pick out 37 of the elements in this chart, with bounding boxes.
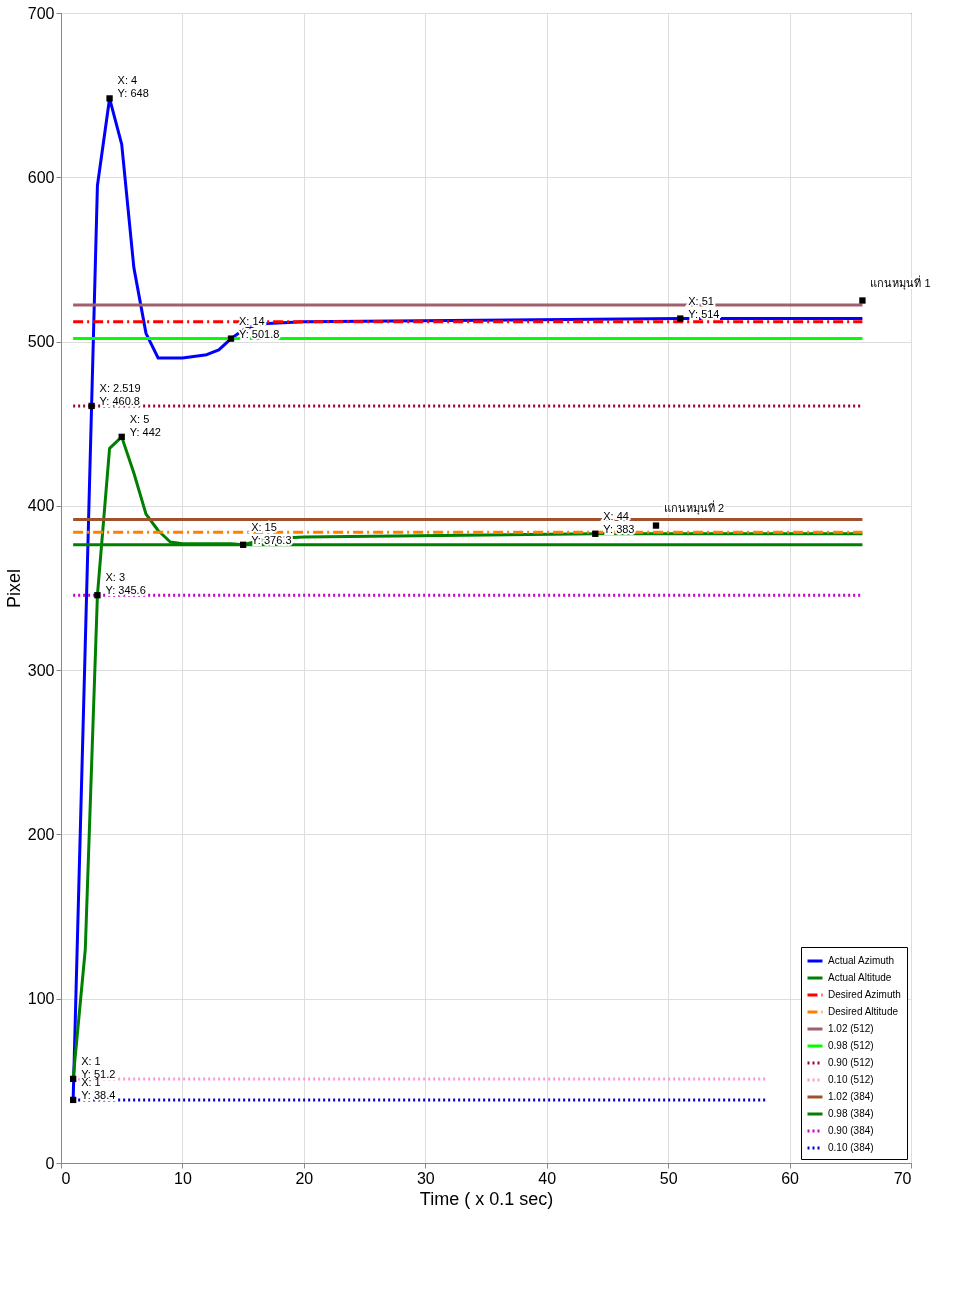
annotation: X: 2.519 Y: 460.8 xyxy=(99,381,141,407)
legend-label: 0.10 (512) xyxy=(828,1074,874,1085)
legend-label: Actual Altitude xyxy=(828,972,892,983)
legend-label: Actual Azimuth xyxy=(828,955,895,966)
annotation: แกนหมุนที่ 2 xyxy=(664,499,725,515)
legend-label: 1.02 (512) xyxy=(828,1023,874,1034)
y-tick-label: 500 xyxy=(27,333,55,351)
legend-label: 0.98 (384) xyxy=(828,1108,874,1119)
x-tick-label: 30 xyxy=(416,1169,435,1187)
y-tick-label: 300 xyxy=(27,661,55,679)
x-tick-label: 10 xyxy=(174,1169,192,1187)
y-tick-label: 600 xyxy=(27,168,55,186)
annotation: X: 4 Y: 648 xyxy=(117,74,149,100)
x-tick-label: 40 xyxy=(538,1169,557,1187)
legend-label: 0.90 (512) xyxy=(828,1057,874,1068)
annotation: แกนหมุนที่ 1 xyxy=(870,274,931,290)
x-tick-label: 0 xyxy=(61,1169,71,1187)
y-axis-title: Pixel xyxy=(3,568,24,609)
annotation: X: 51 Y: 514 xyxy=(688,294,720,320)
y-tick-label: 100 xyxy=(27,990,55,1008)
x-axis-title: Time ( x 0.1 sec) xyxy=(419,1188,554,1209)
x-tick-label: 50 xyxy=(659,1169,678,1187)
y-tick-label: 700 xyxy=(27,4,55,22)
legend-label: 0.10 (384) xyxy=(828,1142,874,1153)
x-tick-label: 60 xyxy=(781,1169,800,1187)
annotation: X: 3 Y: 345.6 xyxy=(105,571,146,597)
annotation: X: 5 Y: 442 xyxy=(129,412,161,438)
legend-label: 1.02 (384) xyxy=(828,1091,874,1102)
y-tick-label: 400 xyxy=(27,497,55,515)
y-tick-label: 0 xyxy=(45,1154,55,1172)
x-tick-label: 20 xyxy=(295,1169,314,1187)
legend-label: 0.98 (512) xyxy=(828,1040,874,1051)
x-tick-label: 70 xyxy=(893,1169,912,1187)
legend-label: Desired Altitude xyxy=(828,1006,899,1017)
y-tick-label: 200 xyxy=(27,825,55,843)
legend-label: Desired Azimuth xyxy=(828,989,901,1000)
legend-label: 0.90 (384) xyxy=(828,1125,874,1136)
